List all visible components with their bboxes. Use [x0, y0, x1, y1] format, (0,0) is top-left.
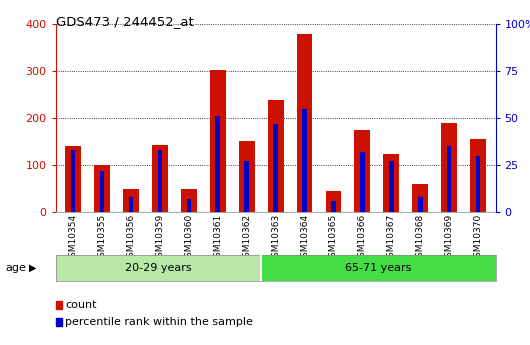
- Bar: [181, 189, 197, 212]
- Bar: [152, 145, 168, 212]
- Bar: [244, 161, 249, 212]
- Bar: [56, 255, 261, 281]
- Bar: [273, 124, 278, 212]
- Bar: [470, 139, 486, 212]
- Bar: [238, 141, 254, 212]
- Bar: [157, 150, 162, 212]
- Bar: [325, 191, 341, 212]
- Bar: [418, 197, 422, 212]
- Bar: [65, 146, 81, 212]
- Bar: [216, 116, 220, 212]
- Bar: [94, 165, 110, 212]
- Bar: [441, 123, 457, 212]
- Bar: [383, 154, 399, 212]
- Bar: [302, 109, 307, 212]
- Text: 20-29 years: 20-29 years: [125, 263, 192, 273]
- Text: 65-71 years: 65-71 years: [345, 263, 411, 273]
- Bar: [447, 146, 452, 212]
- Text: ▶: ▶: [29, 263, 37, 273]
- Bar: [360, 152, 365, 212]
- Text: GDS473 / 244452_at: GDS473 / 244452_at: [56, 16, 193, 29]
- Text: age: age: [5, 263, 26, 273]
- Bar: [129, 197, 133, 212]
- Bar: [412, 184, 428, 212]
- Bar: [355, 130, 370, 212]
- Text: percentile rank within the sample: percentile rank within the sample: [65, 317, 253, 327]
- Bar: [297, 33, 313, 212]
- Bar: [123, 189, 139, 212]
- Bar: [210, 70, 226, 212]
- Bar: [389, 161, 394, 212]
- Bar: [476, 156, 480, 212]
- Bar: [100, 171, 104, 212]
- Text: count: count: [65, 300, 96, 310]
- Bar: [187, 199, 191, 212]
- Bar: [71, 150, 75, 212]
- Bar: [268, 100, 284, 212]
- Bar: [331, 201, 335, 212]
- Bar: [261, 255, 496, 281]
